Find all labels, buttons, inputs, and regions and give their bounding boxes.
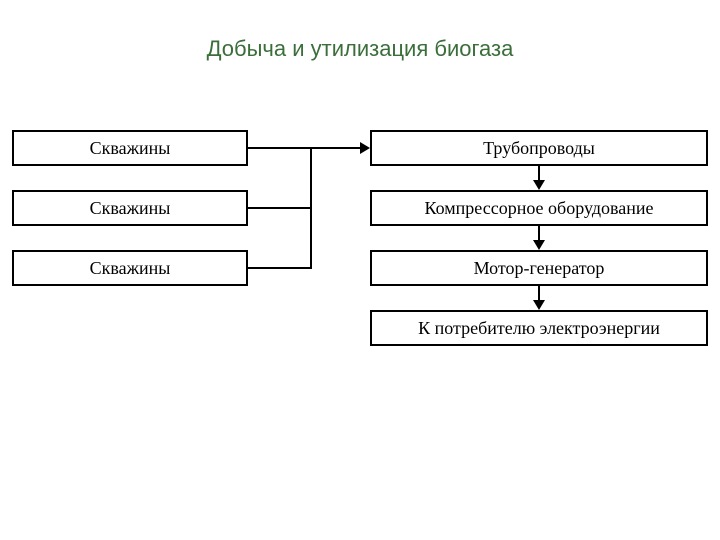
diagram-canvas: Добыча и утилизация биогаза Скважины Скв… xyxy=(0,0,720,540)
arrowhead-comp-moto xyxy=(533,240,545,250)
edge-comp-moto xyxy=(538,226,540,240)
arrowhead-bus-pipe xyxy=(360,142,370,154)
arrowhead-moto-cons xyxy=(533,300,545,310)
edge-well1-bus xyxy=(248,147,312,149)
node-motor-generator: Мотор-генератор xyxy=(370,250,708,286)
edge-moto-cons xyxy=(538,286,540,300)
edge-pipe-comp xyxy=(538,166,540,180)
node-compressor: Компрессорное оборудование xyxy=(370,190,708,226)
page-title: Добыча и утилизация биогаза xyxy=(0,36,720,62)
edge-well2-bus xyxy=(248,207,312,209)
edge-bus-vertical xyxy=(310,147,312,269)
arrowhead-pipe-comp xyxy=(533,180,545,190)
node-consumer: К потребителю электроэнергии xyxy=(370,310,708,346)
node-well3: Скважины xyxy=(12,250,248,286)
edge-well3-bus xyxy=(248,267,312,269)
edge-bus-pipe xyxy=(310,147,360,149)
node-pipelines: Трубопроводы xyxy=(370,130,708,166)
node-well1: Скважины xyxy=(12,130,248,166)
node-well2: Скважины xyxy=(12,190,248,226)
